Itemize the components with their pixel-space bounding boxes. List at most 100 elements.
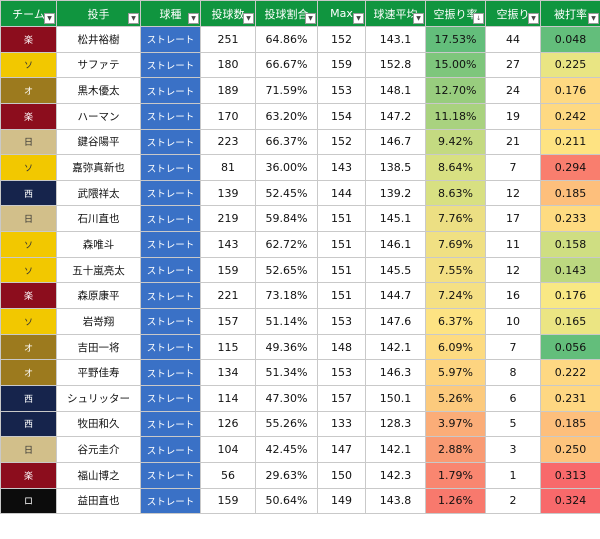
whiffs-cell: 2 bbox=[485, 487, 541, 515]
avg-speed-cell: 150.1 bbox=[365, 384, 426, 412]
whiff-rate-cell: 9.42% bbox=[425, 128, 486, 156]
header-pitch-type: 球種 ▼ bbox=[140, 0, 201, 27]
whiffs-cell: 7 bbox=[485, 333, 541, 361]
pitch-count-cell: 251 bbox=[200, 26, 256, 53]
pitch-ratio-cell: 51.14% bbox=[255, 308, 318, 335]
whiff-rate-cell: 5.97% bbox=[425, 359, 486, 386]
pitcher-cell: 岩嵜翔 bbox=[56, 308, 141, 335]
avg-speed-cell: 145.1 bbox=[365, 205, 426, 233]
avg-against-cell: 0.143 bbox=[540, 256, 600, 284]
avg-against-cell: 0.242 bbox=[540, 102, 600, 130]
team-cell: 楽 bbox=[0, 102, 57, 130]
pitch-ratio-cell: 50.64% bbox=[255, 487, 318, 515]
avg-speed-cell: 144.7 bbox=[365, 282, 426, 310]
table-row: ソ五十嵐亮太 ストレート 159 52.65% 151 145.5 7.55% 12 0.143 bbox=[0, 256, 600, 284]
whiff-rate-cell: 8.64% bbox=[425, 154, 486, 181]
max-speed-cell: 147 bbox=[317, 436, 366, 463]
whiff-rate-cell: 2.88% bbox=[425, 436, 486, 463]
whiff-rate-cell: 8.63% bbox=[425, 179, 486, 207]
max-speed-cell: 149 bbox=[317, 487, 366, 515]
whiffs-cell: 12 bbox=[485, 256, 541, 284]
avg-speed-cell: 128.3 bbox=[365, 410, 426, 438]
max-speed-cell: 133 bbox=[317, 410, 366, 438]
whiffs-cell: 1 bbox=[485, 461, 541, 489]
max-speed-cell: 159 bbox=[317, 51, 366, 79]
avg-speed-cell: 143.1 bbox=[365, 26, 426, 53]
avg-speed-cell: 147.2 bbox=[365, 102, 426, 130]
whiff-rate-cell: 7.76% bbox=[425, 205, 486, 233]
pitch-count-cell: 221 bbox=[200, 282, 256, 310]
pitch-count-cell: 126 bbox=[200, 410, 256, 438]
pitch-type-cell: ストレート bbox=[140, 128, 201, 156]
filter-dropdown-icon[interactable]: ▼ bbox=[305, 13, 316, 24]
pitch-count-cell: 180 bbox=[200, 51, 256, 79]
whiffs-cell: 8 bbox=[485, 359, 541, 386]
pitcher-cell: 武隈祥太 bbox=[56, 179, 141, 207]
filter-dropdown-icon[interactable]: ▼ bbox=[413, 13, 424, 24]
max-speed-cell: 152 bbox=[317, 26, 366, 53]
header-avg-speed: 球速平均 ▼ bbox=[365, 0, 426, 27]
pitcher-cell: 石川直也 bbox=[56, 205, 141, 233]
table-row: ロ益田直也 ストレート 159 50.64% 149 143.8 1.26% 2 0.324 bbox=[0, 487, 600, 515]
table-row: オ平野佳寿 ストレート 134 51.34% 153 146.3 5.97% 8 0.222 bbox=[0, 359, 600, 386]
pitcher-cell: 平野佳寿 bbox=[56, 359, 141, 386]
whiff-rate-cell: 12.70% bbox=[425, 77, 486, 104]
pitch-count-cell: 159 bbox=[200, 487, 256, 515]
whiff-rate-cell: 17.53% bbox=[425, 26, 486, 53]
pitcher-cell: 黒木優太 bbox=[56, 77, 141, 104]
table-row: 楽ハーマン ストレート 170 63.20% 154 147.2 11.18% 19 0.242 bbox=[0, 102, 600, 130]
max-speed-cell: 157 bbox=[317, 384, 366, 412]
filter-dropdown-icon[interactable]: ▼ bbox=[353, 13, 364, 24]
filter-dropdown-icon[interactable]: ▼ bbox=[528, 13, 539, 24]
filter-dropdown-icon[interactable]: ▼ bbox=[243, 13, 254, 24]
pitch-type-cell: ストレート bbox=[140, 384, 201, 412]
pitch-ratio-cell: 66.37% bbox=[255, 128, 318, 156]
avg-against-cell: 0.048 bbox=[540, 26, 600, 53]
pitcher-cell: 森原康平 bbox=[56, 282, 141, 310]
whiff-rate-cell: 7.69% bbox=[425, 231, 486, 258]
max-speed-cell: 151 bbox=[317, 205, 366, 233]
pitch-count-cell: 219 bbox=[200, 205, 256, 233]
pitch-ratio-cell: 73.18% bbox=[255, 282, 318, 310]
pitcher-cell: 五十嵐亮太 bbox=[56, 256, 141, 284]
max-speed-cell: 152 bbox=[317, 128, 366, 156]
table-row: 西牧田和久 ストレート 126 55.26% 133 128.3 3.97% 5 0.185 bbox=[0, 410, 600, 438]
avg-speed-cell: 139.2 bbox=[365, 179, 426, 207]
pitch-count-cell: 139 bbox=[200, 179, 256, 207]
whiffs-cell: 24 bbox=[485, 77, 541, 104]
avg-against-cell: 0.176 bbox=[540, 77, 600, 104]
whiffs-cell: 11 bbox=[485, 231, 541, 258]
pitch-count-cell: 157 bbox=[200, 308, 256, 335]
pitcher-cell: 吉田一将 bbox=[56, 333, 141, 361]
max-speed-cell: 148 bbox=[317, 333, 366, 361]
max-speed-cell: 151 bbox=[317, 231, 366, 258]
table-row: ソ岩嵜翔 ストレート 157 51.14% 153 147.6 6.37% 10 0.165 bbox=[0, 308, 600, 335]
avg-against-cell: 0.313 bbox=[540, 461, 600, 489]
avg-speed-cell: 142.1 bbox=[365, 333, 426, 361]
pitch-count-cell: 115 bbox=[200, 333, 256, 361]
pitch-count-cell: 170 bbox=[200, 102, 256, 130]
pitch-type-cell: ストレート bbox=[140, 282, 201, 310]
max-speed-cell: 153 bbox=[317, 359, 366, 386]
team-cell: 楽 bbox=[0, 26, 57, 53]
pitch-count-cell: 189 bbox=[200, 77, 256, 104]
pitch-count-cell: 56 bbox=[200, 461, 256, 489]
sort-filter-icon[interactable]: ↓ bbox=[473, 13, 484, 24]
filter-dropdown-icon[interactable]: ▼ bbox=[588, 13, 599, 24]
pitch-type-cell: ストレート bbox=[140, 410, 201, 438]
whiffs-cell: 19 bbox=[485, 102, 541, 130]
pitch-ratio-cell: 29.63% bbox=[255, 461, 318, 489]
pitch-count-cell: 81 bbox=[200, 154, 256, 181]
team-cell: 日 bbox=[0, 436, 57, 463]
avg-speed-cell: 142.3 bbox=[365, 461, 426, 489]
filter-dropdown-icon[interactable]: ▼ bbox=[188, 13, 199, 24]
team-cell: 日 bbox=[0, 205, 57, 233]
pitch-ratio-cell: 49.36% bbox=[255, 333, 318, 361]
pitch-ratio-cell: 52.65% bbox=[255, 256, 318, 284]
table-row: 日鍵谷陽平 ストレート 223 66.37% 152 146.7 9.42% 21 0.211 bbox=[0, 128, 600, 156]
pitch-count-cell: 114 bbox=[200, 384, 256, 412]
filter-dropdown-icon[interactable]: ▼ bbox=[44, 13, 55, 24]
table-row: 日石川直也 ストレート 219 59.84% 151 145.1 7.76% 17 0.233 bbox=[0, 205, 600, 233]
table-row: 楽森原康平 ストレート 221 73.18% 151 144.7 7.24% 16 0.176 bbox=[0, 282, 600, 310]
filter-dropdown-icon[interactable]: ▼ bbox=[128, 13, 139, 24]
